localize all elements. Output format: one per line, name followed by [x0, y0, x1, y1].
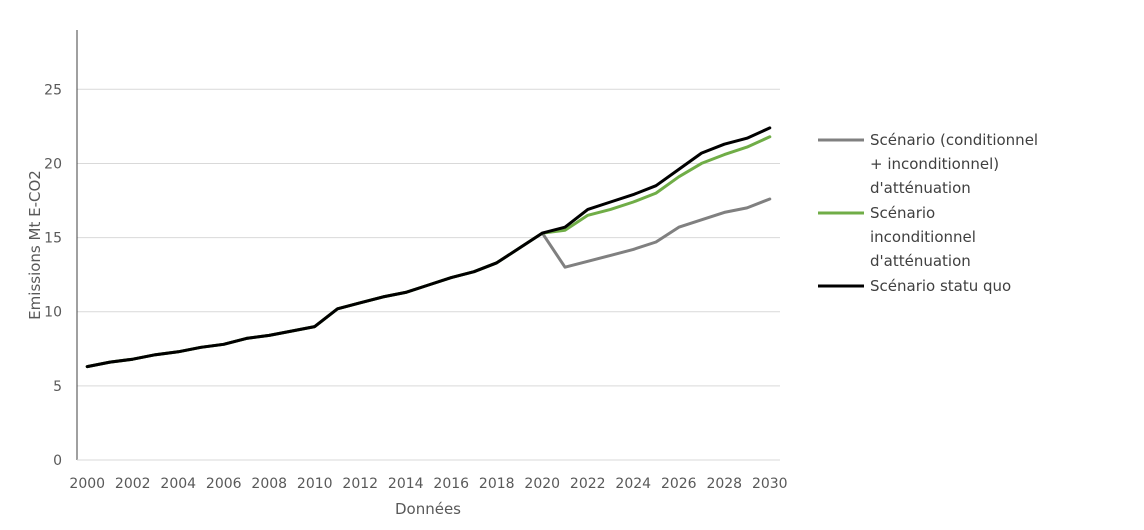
- x-tick-label: 2030: [752, 476, 788, 492]
- x-tick-label: 2028: [706, 476, 742, 492]
- legend-label-0: Scénario (conditionnel: [870, 131, 1038, 149]
- x-tick-label: 2018: [479, 476, 515, 492]
- x-tick-label: 2010: [297, 476, 333, 492]
- series-line-2: [85, 126, 772, 369]
- legend-label-1: inconditionnel: [870, 228, 976, 246]
- legend-label-1: d'atténuation: [870, 252, 971, 270]
- y-axis-label: Emissions Mt E-CO2: [26, 170, 44, 320]
- x-tick-label: 2020: [524, 476, 560, 492]
- y-tick-label: 5: [53, 379, 62, 395]
- x-axis-label: Données: [395, 500, 461, 518]
- legend-label-0: + inconditionnel): [870, 155, 999, 173]
- x-tick-label: 2012: [342, 476, 378, 492]
- x-tick-label: 2008: [251, 476, 287, 492]
- x-tick-label: 2002: [115, 476, 151, 492]
- series-line-0: [85, 197, 772, 369]
- series-lines: [85, 126, 772, 369]
- y-tick-label: 15: [44, 231, 62, 247]
- legend-label-2: Scénario statu quo: [870, 277, 1011, 295]
- y-tick-label: 20: [44, 156, 62, 172]
- x-tick-label: 2000: [69, 476, 105, 492]
- axes: [76, 30, 780, 461]
- legend-label-0: d'atténuation: [870, 179, 971, 197]
- legend-label-1: Scénario: [870, 204, 935, 222]
- series-line-1: [85, 135, 772, 369]
- gridlines: [77, 88, 780, 387]
- x-tick-label: 2026: [661, 476, 697, 492]
- x-tick-label: 2024: [615, 476, 651, 492]
- x-tick-label: 2014: [388, 476, 424, 492]
- y-tick-label: 25: [44, 82, 62, 98]
- y-tick-labels: 0 5 10 15 20 25: [44, 82, 62, 469]
- legend: Scénario (conditionnel + inconditionnel) d…: [818, 131, 1038, 295]
- x-tick-label: 2022: [570, 476, 606, 492]
- x-tick-label: 2004: [160, 476, 196, 492]
- x-tick-label: 2016: [433, 476, 469, 492]
- y-tick-label: 0: [53, 453, 62, 469]
- x-tick-label: 2006: [206, 476, 242, 492]
- y-tick-label: 10: [44, 305, 62, 321]
- x-tick-labels: 2000 2002 2004 2006 2008 2010 2012 2014 2016 2018…: [69, 476, 787, 492]
